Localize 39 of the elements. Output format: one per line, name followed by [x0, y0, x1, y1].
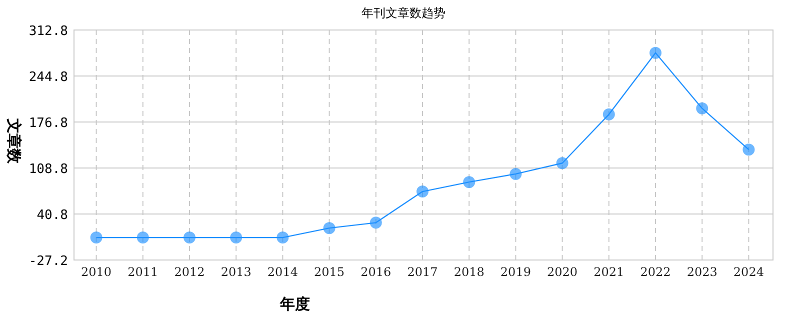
point [696, 102, 708, 114]
point [90, 232, 102, 244]
x-tick-label: 2015 [314, 265, 345, 279]
chart-title: 年刊文章数趋势 [362, 6, 446, 20]
point [602, 108, 615, 120]
point [556, 157, 568, 170]
point [276, 232, 289, 244]
x-tick-label: 2018 [454, 265, 484, 279]
y-axis-title: 文章数 [5, 118, 23, 164]
y-tick-label: 244.8 [28, 70, 68, 85]
x-tick-label: 2010 [81, 265, 112, 279]
x-tick-label: 2011 [128, 265, 158, 279]
x-tick-label: 2020 [547, 265, 578, 279]
x-tick-label: 2014 [267, 265, 298, 279]
y-tick-label: 40.8 [36, 208, 68, 223]
y-tick-label: 312.8 [28, 24, 68, 39]
x-tick-label: 2013 [220, 265, 252, 279]
x-tick-label: 2021 [594, 265, 624, 279]
y-tick-label: -27.2 [28, 254, 68, 269]
y-tick-label: 108.8 [28, 162, 68, 177]
y-tick-label: 176.8 [28, 116, 68, 131]
point [230, 232, 242, 244]
point [370, 216, 382, 229]
point [510, 168, 522, 180]
point [323, 222, 336, 234]
point [184, 232, 196, 244]
x-tick-label: 2012 [174, 265, 205, 279]
point [136, 232, 149, 244]
x-axis-title: 年度 [279, 295, 310, 313]
point [650, 46, 662, 59]
x-tick-label: 2016 [360, 265, 392, 279]
point [742, 144, 755, 156]
x-tick-label: 2023 [686, 265, 718, 279]
point [416, 186, 428, 198]
x-tick-label: 2024 [733, 265, 764, 279]
x-tick-label: 2022 [640, 265, 671, 279]
x-tick-label: 2019 [500, 265, 531, 279]
x-tick-label: 2017 [407, 265, 438, 279]
point [463, 176, 476, 188]
